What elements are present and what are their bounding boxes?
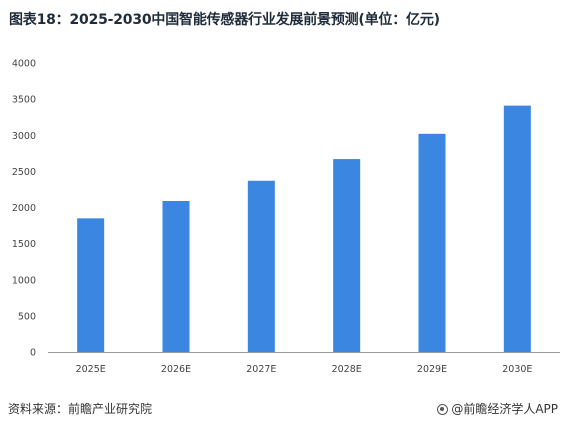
source-note: 资料来源：前瞻产业研究院 <box>8 402 153 416</box>
y-tick-label: 2500 <box>12 167 36 178</box>
brand-credit: @前瞻经济学人APP <box>437 400 558 417</box>
bar-2028E <box>333 159 361 352</box>
bar-2027E <box>247 180 275 352</box>
y-tick-label: 1000 <box>12 275 36 286</box>
x-tick-label: 2029E <box>417 364 447 375</box>
x-tick-label: 2025E <box>76 364 106 375</box>
bars-group <box>77 105 531 352</box>
chart-title: 图表18：2025-2030中国智能传感器行业发展前景预测(单位：亿元) <box>9 12 440 28</box>
x-tick-label: 2026E <box>161 364 191 375</box>
y-tick-label: 0 <box>30 348 36 359</box>
y-tick-label: 2000 <box>12 203 36 214</box>
bar-2030E <box>503 105 531 352</box>
y-tick-label: 4000 <box>12 59 36 70</box>
x-tick-label: 2027E <box>246 364 276 375</box>
y-tick-label: 3500 <box>12 95 36 106</box>
bar-2025E <box>77 218 105 352</box>
x-axis: 2025E 2026E 2027E 2028E 2029E 2030E <box>76 364 533 375</box>
bar-2026E <box>162 200 190 352</box>
bar-2029E <box>418 133 446 352</box>
x-tick-label: 2028E <box>332 364 362 375</box>
y-tick-label: 3000 <box>12 131 36 142</box>
brand-logo-icon <box>437 404 449 415</box>
y-tick-label: 1500 <box>12 239 36 250</box>
x-tick-label: 2030E <box>502 364 532 375</box>
y-tick-label: 500 <box>18 311 36 322</box>
y-axis: 0 500 1000 1500 2000 2500 3000 3500 4000 <box>12 59 36 359</box>
brand-text: @前瞻经济学人APP <box>451 402 558 416</box>
